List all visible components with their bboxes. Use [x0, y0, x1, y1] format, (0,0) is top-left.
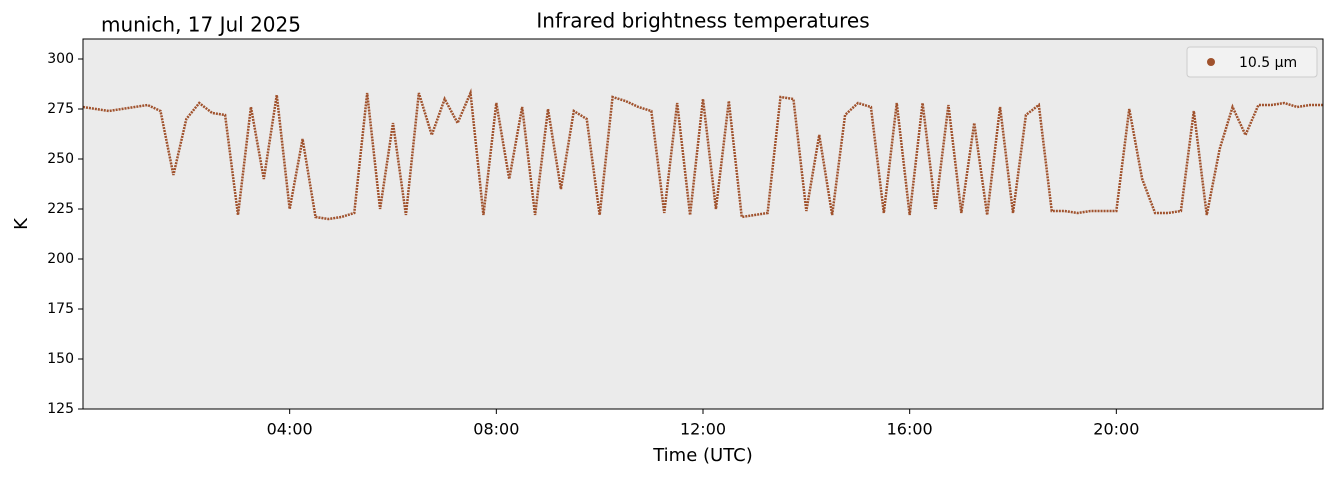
y-axis-label: K	[11, 217, 32, 230]
y-tick-label: 175	[47, 301, 74, 317]
data-line	[82, 88, 1323, 221]
legend-label: 10.5 µm	[1239, 55, 1297, 71]
y-tick-label: 275	[47, 101, 74, 117]
y-tick-label: 125	[47, 401, 74, 417]
legend-marker	[1207, 58, 1215, 66]
plot-background	[83, 39, 1323, 409]
plot-frame	[82, 38, 1324, 410]
y-tick-label: 250	[47, 151, 74, 167]
chart-title: Infrared brightness temperatures	[536, 9, 869, 33]
y-tick-label: 225	[47, 201, 74, 217]
x-axis-label: Time (UTC)	[652, 445, 753, 466]
x-tick-label: 04:00	[267, 420, 313, 439]
x-tick-label: 20:00	[1093, 420, 1139, 439]
y-tick-label: 300	[47, 51, 74, 67]
y-tick-label: 150	[47, 351, 74, 367]
x-tick-label: 08:00	[473, 420, 519, 439]
x-tick-label: 12:00	[680, 420, 726, 439]
x-tick-label: 16:00	[887, 420, 933, 439]
chart-subtitle: munich, 17 Jul 2025	[101, 13, 301, 37]
y-tick-label: 200	[47, 251, 74, 267]
legend-box	[1186, 46, 1318, 78]
